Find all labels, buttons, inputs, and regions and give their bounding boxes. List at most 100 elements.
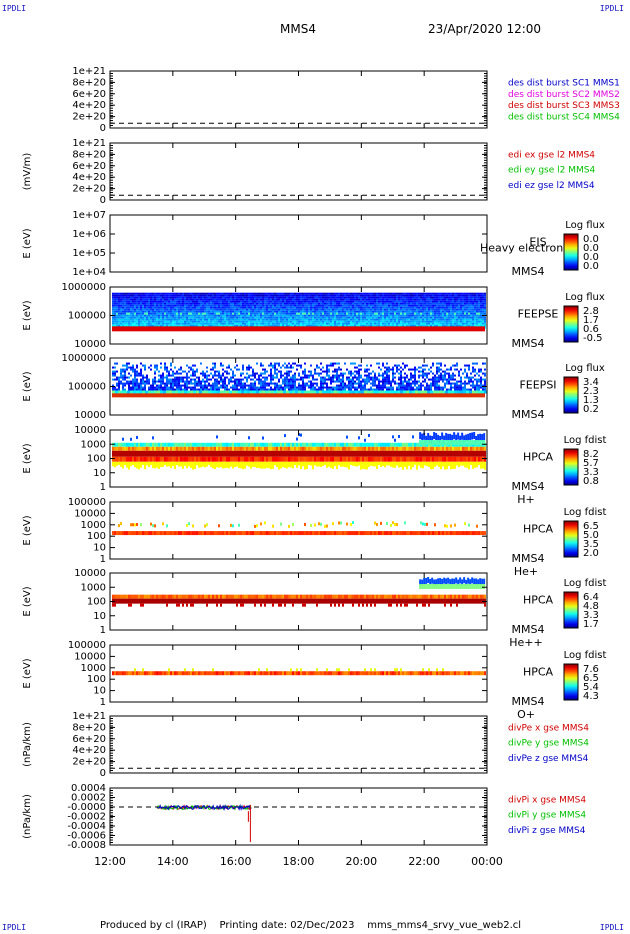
heatmap-cell [338, 308, 340, 311]
heatmap-cell [244, 386, 246, 389]
heatmap-cell [172, 304, 174, 307]
heatmap-cell [324, 312, 326, 315]
heatmap-cell [126, 308, 128, 311]
heatmap-cell [448, 298, 450, 301]
heatmap-cell [438, 310, 440, 313]
heatmap-cell [180, 292, 182, 295]
heatmap-cell [158, 300, 160, 303]
heatmap-cell [474, 308, 476, 311]
heatmap-cell [436, 362, 438, 365]
heatmap-cell [210, 312, 212, 315]
heatmap-cell [398, 382, 400, 385]
heatmap-cell [376, 362, 378, 365]
heatmap-cell [130, 308, 132, 311]
heatmap-cell [438, 304, 440, 307]
heatmap-cell [444, 302, 446, 305]
heatmap-cell [462, 292, 464, 295]
heatmap-cell [282, 298, 284, 301]
heatmap-cell [226, 366, 228, 369]
heatmap-cell [250, 314, 252, 317]
heatmap-cell [284, 310, 286, 313]
heatmap-cell [320, 372, 322, 375]
heatmap-cell [220, 292, 222, 295]
heatmap-cell [138, 300, 140, 303]
heatmap-cell [204, 306, 206, 309]
heatmap-cell [198, 384, 200, 387]
heatmap-cell [438, 324, 440, 327]
heatmap-cell [228, 320, 230, 323]
heatmap-cell [252, 292, 254, 295]
heatmap-cell [442, 370, 444, 373]
heatmap-cell [136, 298, 138, 301]
heatmap-cell [430, 294, 432, 297]
heatmap-cell [306, 292, 308, 295]
heatmap-cell [358, 382, 360, 385]
heatmap-cell [356, 300, 358, 303]
heatmap-cell [188, 366, 190, 369]
heatmap-cell [172, 318, 174, 321]
heatmap-cell [152, 312, 154, 315]
heatmap-cell [448, 320, 450, 323]
heatmap-cell [310, 310, 312, 313]
heatmap-cell [336, 318, 338, 321]
heatmap-cell [192, 294, 194, 297]
heatmap-cell [442, 292, 444, 295]
heatmap-cell [184, 386, 186, 389]
heatmap-cell [300, 314, 302, 317]
heatmap-cell [276, 384, 278, 387]
heatmap-cell [332, 302, 334, 305]
heatmap-cell [174, 300, 176, 303]
heatmap-cell [462, 308, 464, 311]
heatmap-cell [408, 314, 410, 317]
heatmap-cell [466, 300, 468, 303]
heatmap-cell [404, 300, 406, 303]
heatmap-cell [336, 368, 338, 371]
heatmap-cell [426, 300, 428, 303]
heatmap-cell [448, 294, 450, 297]
heatmap-cell [224, 294, 226, 297]
heatmap-cell [422, 300, 424, 303]
heatmap-cell [326, 366, 328, 369]
heatmap-cell [206, 302, 208, 305]
heatmap-cell [178, 316, 180, 319]
heatmap-cell [390, 300, 392, 303]
legend-entry: des dist burst SC1 MMS1 [508, 79, 620, 89]
heatmap-cell [376, 304, 378, 307]
heatmap-cell [388, 366, 390, 369]
heatmap-cell [424, 372, 426, 375]
heatmap-cell [198, 316, 200, 319]
heatmap-cell [290, 300, 292, 303]
heatmap-cell [356, 304, 358, 307]
heatmap-cell [152, 386, 154, 389]
heatmap-cell [174, 308, 176, 311]
heatmap-cell [338, 374, 340, 377]
heatmap-cell [238, 318, 240, 321]
heatmap-cell [204, 380, 206, 383]
heatmap-cell [380, 388, 382, 391]
heatmap-cell [160, 314, 162, 317]
heatmap-cell [220, 362, 222, 365]
heatmap-cell [410, 300, 412, 303]
heatmap-cell [326, 306, 328, 309]
heatmap-cell [242, 388, 244, 391]
heatmap-cell [416, 308, 418, 311]
heatmap-cell [172, 322, 174, 325]
heatmap-cell [362, 324, 364, 327]
heatmap-cell [292, 294, 294, 297]
heatmap-cell [178, 372, 180, 375]
heatmap-cell [314, 324, 316, 327]
heatmap-cell [148, 306, 150, 309]
heatmap-cell [436, 316, 438, 319]
heatmap-cell [436, 306, 438, 309]
heatmap-cell [344, 384, 346, 387]
heatmap-cell [160, 296, 162, 299]
panel-frame [109, 286, 488, 345]
heatmap-cell [128, 292, 130, 295]
heatmap-cell [422, 306, 424, 309]
heatmap-cell [468, 296, 470, 299]
heatmap-cell [478, 318, 480, 321]
heatmap-cell [266, 312, 268, 315]
heatmap-cell [416, 324, 418, 327]
heatmap-cell [408, 384, 410, 387]
heatmap-cell [242, 316, 244, 319]
